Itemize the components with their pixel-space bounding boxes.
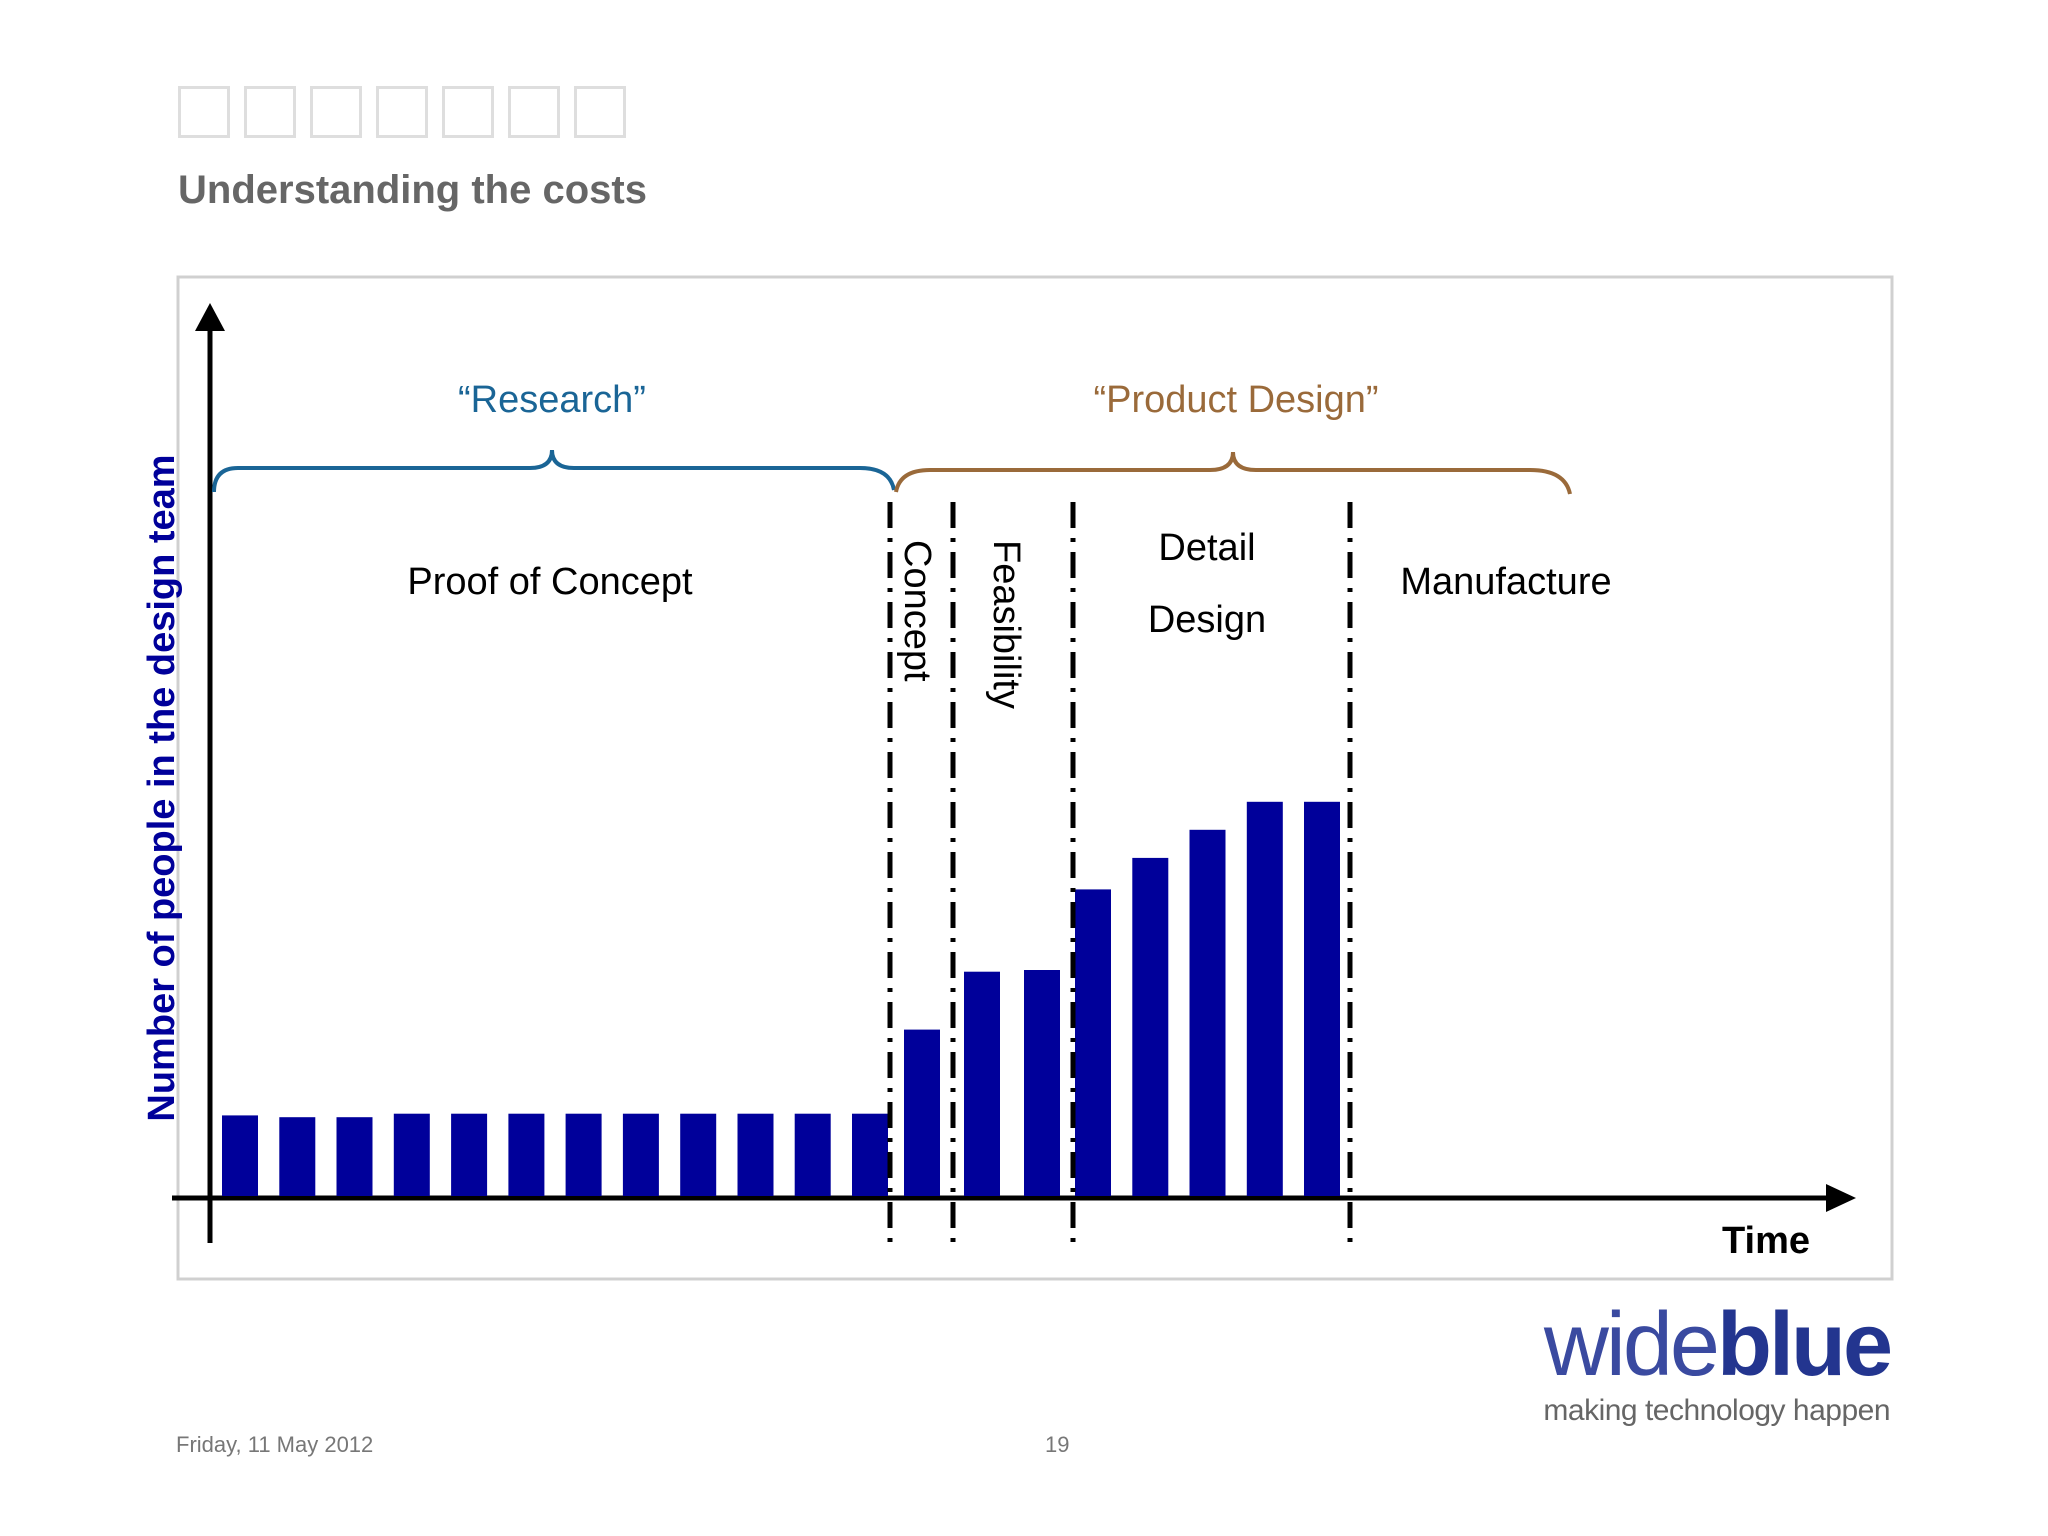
- bar-proof-of-concept: [794, 1113, 831, 1196]
- y-axis-arrow: [195, 303, 225, 331]
- bar-proof-of-concept: [622, 1113, 659, 1196]
- x-axis-label: Time: [1722, 1220, 1810, 1262]
- bar-series: [222, 801, 1340, 1196]
- footer-date: Friday, 11 May 2012: [176, 1432, 374, 1457]
- bar-proof-of-concept: [737, 1113, 774, 1196]
- x-axis-arrow: [1826, 1184, 1856, 1212]
- header-box: [244, 86, 296, 138]
- bar-proof-of-concept: [393, 1113, 430, 1196]
- bar-proof-of-concept: [852, 1113, 888, 1196]
- logo-blue: blue: [1716, 1295, 1893, 1395]
- bar-feasibility: [964, 971, 1000, 1196]
- bar-proof-of-concept: [336, 1117, 373, 1196]
- bar-proof-of-concept: [451, 1113, 488, 1196]
- bar-concept: [904, 1029, 940, 1196]
- header-box: [178, 86, 230, 138]
- header-box: [508, 86, 560, 138]
- chart-frame: [176, 275, 1894, 1281]
- product-design-brace: [894, 451, 1572, 495]
- bar-detail-design: [1246, 801, 1283, 1196]
- wideblue-logo: wideblue making technology happen: [1500, 1300, 1893, 1428]
- research-label: “Research”: [458, 379, 646, 421]
- phase-label-design: Design: [1148, 599, 1266, 641]
- page-number: 19: [1045, 1432, 1070, 1457]
- bar-proof-of-concept: [279, 1117, 316, 1196]
- bar-proof-of-concept: [508, 1113, 545, 1196]
- phase-label-concept: Concept: [896, 540, 938, 682]
- header-boxes: [178, 86, 626, 138]
- logo-tagline: making technology happen: [1543, 1394, 1890, 1427]
- logo-wide: wide: [1543, 1295, 1720, 1395]
- bar-feasibility: [1024, 970, 1060, 1196]
- bar-detail-design: [1304, 801, 1340, 1196]
- phase-label-detail: Detail: [1158, 527, 1255, 569]
- logo-wordmark: wideblue: [1500, 1300, 1893, 1390]
- slide-title: Understanding the costs: [178, 168, 647, 212]
- phase-label-proof-of-concept: Proof of Concept: [407, 561, 693, 603]
- phase-dividers: [887, 502, 1353, 1242]
- header-box: [442, 86, 494, 138]
- header-box: [310, 86, 362, 138]
- header-box: [574, 86, 626, 138]
- phase-label-feasibility: Feasibility: [985, 540, 1027, 709]
- bar-detail-design: [1132, 857, 1169, 1196]
- research-brace: [212, 449, 896, 493]
- bar-proof-of-concept: [565, 1113, 602, 1196]
- product-design-label: “Product Design”: [1093, 379, 1378, 421]
- phase-label-manufacture: Manufacture: [1400, 561, 1611, 603]
- bar-detail-design: [1075, 889, 1111, 1196]
- header-box: [376, 86, 428, 138]
- bar-detail-design: [1189, 829, 1226, 1196]
- bar-proof-of-concept: [680, 1113, 717, 1196]
- bar-proof-of-concept: [222, 1115, 258, 1196]
- y-axis-label: Number of people in the design team: [141, 454, 183, 1121]
